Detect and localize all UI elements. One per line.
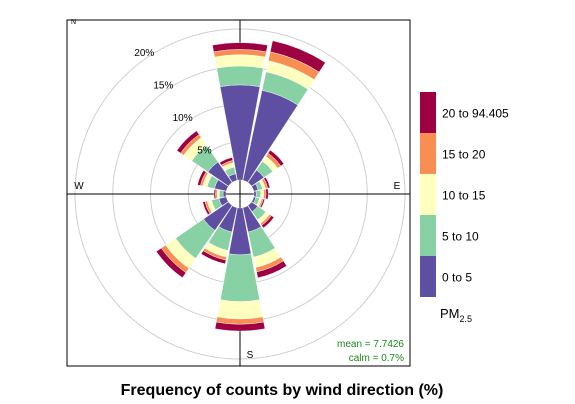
- legend-swatch-1: [420, 215, 436, 256]
- radial-tick-label-5: 5%: [197, 145, 212, 156]
- cardinal-labels: N E S W: [71, 19, 401, 361]
- legend-title: PM2.5: [440, 306, 472, 324]
- petal-w-series-2: [216, 189, 220, 199]
- petal-n-series-1: [216, 65, 264, 87]
- petal-w-series-0: [222, 190, 227, 198]
- petal-ssw-series-4: [200, 250, 227, 265]
- petal-se-series-4: [261, 215, 275, 229]
- legend-swatch-0: [420, 256, 436, 297]
- petals: [156, 40, 326, 332]
- calm-label: calm = 0.7%: [349, 353, 404, 364]
- petal-sse-series-4: [256, 260, 287, 279]
- legend: 20 to 94.405 15 to 20 10 to 15 5 to 10 0 to …: [420, 92, 509, 297]
- legend-label-1: 5 to 10: [442, 230, 479, 244]
- cardinal-label-n: N: [71, 19, 76, 26]
- cardinal-label-w: W: [74, 181, 84, 192]
- petal-nw-series-4: [176, 130, 200, 154]
- petal-sw-series-4: [156, 247, 187, 278]
- petal-ene-series-4: [263, 177, 271, 189]
- legend-title-subscript: 2.5: [460, 314, 473, 324]
- legend-swatch-3: [420, 133, 436, 174]
- petal-w-series-1: [219, 189, 224, 199]
- chart-title: Frequency of counts by wind direction (%…: [121, 382, 444, 399]
- plot-panel: 5% 10% 15% 20% N E S W mean = 7.7426 calm = 0.…: [66, 19, 411, 367]
- radial-tick-label-15: 15%: [153, 80, 173, 91]
- petal-nnw-series-4: [219, 157, 234, 166]
- petal-ese-series-4: [259, 198, 266, 209]
- legend-title-base: PM: [440, 306, 460, 321]
- petal-e-series-4: [265, 188, 269, 200]
- petal-e-series-2: [260, 189, 265, 199]
- radial-tick-label-20: 20%: [134, 48, 154, 59]
- radial-tick-labels: 5% 10% 15% 20%: [134, 48, 212, 157]
- radial-tick-label-10: 10%: [173, 113, 193, 124]
- cardinal-label-s: S: [247, 350, 254, 361]
- petal-e-series-1: [255, 189, 261, 199]
- petal-n-series-4: [212, 42, 268, 53]
- petal-w-series-4: [213, 189, 217, 199]
- petal-s-series-4: [214, 321, 266, 332]
- petal-ne-series-4: [267, 149, 285, 167]
- cardinal-label-e: E: [394, 181, 401, 192]
- legend-label-3: 15 to 20: [442, 148, 486, 162]
- petal-s-series-2: [216, 299, 264, 320]
- petal-nne-series-4: [269, 40, 326, 73]
- legend-swatch-4: [420, 92, 436, 133]
- legend-label-2: 10 to 15: [442, 189, 486, 203]
- petal-wsw-series-4: [202, 201, 211, 216]
- petal-wnw-series-4: [197, 170, 207, 186]
- mean-label: mean = 7.7426: [337, 339, 404, 350]
- legend-swatch-2: [420, 174, 436, 215]
- petal-n-series-2: [214, 54, 266, 69]
- legend-label-0: 0 to 5: [442, 271, 472, 285]
- petal-e-series-0: [253, 190, 257, 198]
- legend-label-4: 20 to 94.405: [442, 107, 509, 121]
